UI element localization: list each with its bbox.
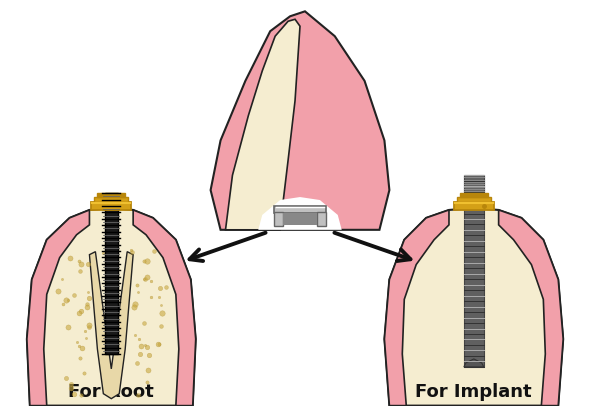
Text: For Root: For Root [68,383,154,400]
Polygon shape [27,210,89,406]
Bar [460,193,488,197]
Polygon shape [89,252,133,399]
Bar [106,193,118,354]
Bar [317,212,326,226]
Polygon shape [464,359,484,367]
Polygon shape [499,210,563,406]
Polygon shape [133,210,196,406]
Text: For Implant: For Implant [415,383,532,400]
Bar [464,175,484,193]
Bar [283,213,317,225]
Bar [97,193,125,197]
Bar [91,202,131,210]
Polygon shape [226,19,300,230]
Polygon shape [258,197,342,230]
Polygon shape [27,208,196,406]
Bar [454,202,494,210]
Bar [464,175,484,367]
Polygon shape [385,208,563,406]
Bar [274,212,283,226]
Bar [274,206,326,213]
Polygon shape [211,11,389,230]
Bar [94,197,128,202]
Polygon shape [385,210,449,406]
Bar [457,197,491,202]
